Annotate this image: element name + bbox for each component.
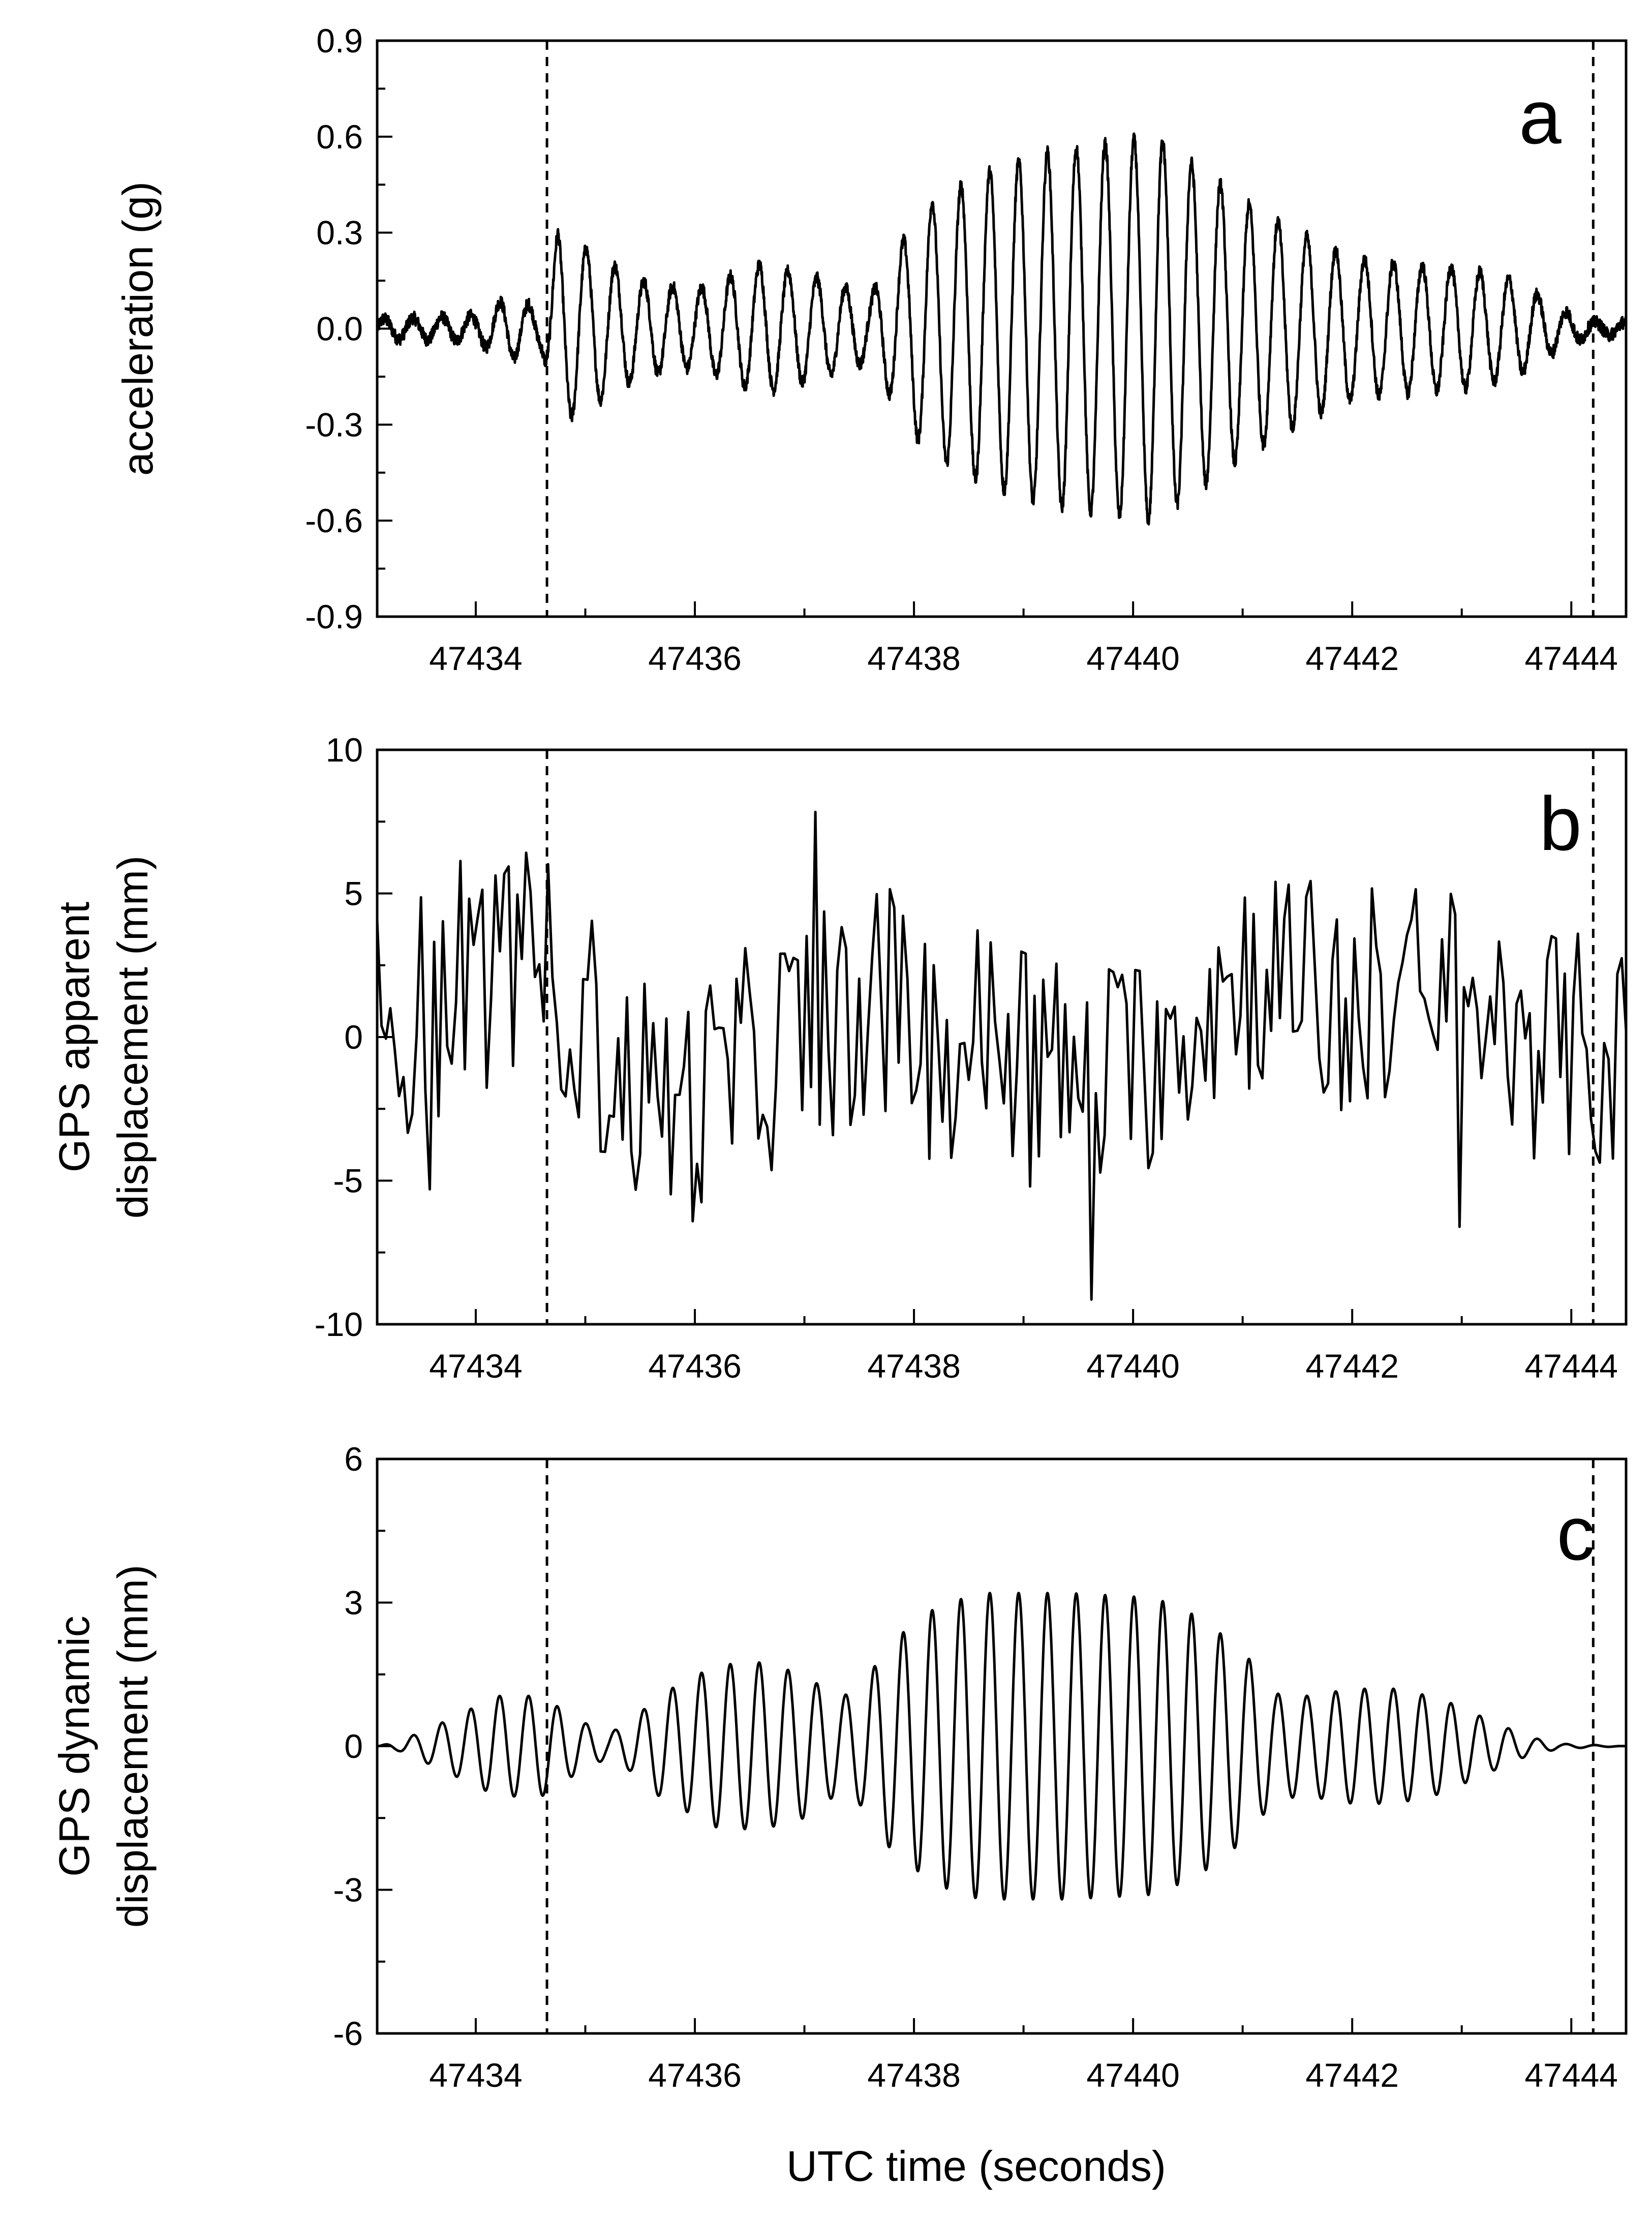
panel-b: 10 5 0 -5 -10 47434 47436 47438 47440 47442 47444 G… [50, 731, 1628, 1385]
x-tick-label: 47444 [1524, 1347, 1618, 1385]
y-axis-title: displacement (mm) [109, 1565, 157, 1928]
y-tick-label: 0.6 [316, 118, 363, 156]
y-tick-label: -0.6 [305, 502, 363, 539]
signal-line-gps-apparent-displacement [377, 810, 1626, 1301]
x-axis-title: UTC time (seconds) [786, 2142, 1166, 2190]
panel-letter-c: c [1557, 1490, 1595, 1576]
x-tick-label: 47434 [429, 2056, 523, 2094]
x-tick-label: 47438 [867, 640, 961, 677]
signal-line-gps-dynamic-displacement [377, 1592, 1626, 1901]
x-tick-label: 47442 [1305, 640, 1399, 677]
x-tick-label: 47444 [1524, 640, 1618, 677]
x-tick-label: 47442 [1305, 1347, 1399, 1385]
panel-letter-b: b [1539, 781, 1581, 866]
y-tick-label: 6 [344, 1440, 363, 1478]
y-tick-label: -3 [333, 1871, 363, 1909]
y-axis-title: GPS apparent [50, 902, 98, 1172]
y-axis-title: GPS dynamic [50, 1616, 98, 1877]
panel-letter-a: a [1519, 74, 1562, 160]
x-tick-label: 47440 [1086, 640, 1180, 677]
x-tick-label: 47436 [648, 640, 742, 677]
y-axis-title: displacement (mm) [109, 856, 157, 1219]
x-tick-label: 47440 [1086, 2056, 1180, 2094]
panel-c: 6 3 0 -3 -6 47434 47436 47438 47440 47442 47444 GPS… [50, 1440, 1628, 2190]
y-tick-label: 0 [344, 1018, 363, 1056]
y-tick-label: 0.9 [316, 22, 363, 59]
x-tick-label: 47444 [1524, 2056, 1618, 2094]
y-tick-label: 5 [344, 875, 363, 912]
x-tick-label: 47436 [648, 1347, 742, 1385]
panel-letters: a b c [1519, 74, 1595, 1576]
x-tick-label: 47440 [1086, 1347, 1180, 1385]
x-tick-label: 47438 [867, 2056, 961, 2094]
x-tick-label: 47436 [648, 2056, 742, 2094]
y-axis-title: acceleration (g) [114, 181, 162, 476]
y-tick-label: 3 [344, 1584, 363, 1622]
x-tick-label: 47438 [867, 1347, 961, 1385]
x-tick-label: 47442 [1305, 2056, 1399, 2094]
x-tick-label: 47434 [429, 640, 523, 677]
y-tick-label: 10 [326, 731, 363, 769]
y-tick-label: 0.3 [316, 214, 363, 252]
y-tick-label: -0.3 [305, 406, 363, 443]
x-tick-label: 47434 [429, 1347, 523, 1385]
y-tick-label: 0 [344, 1727, 363, 1765]
signal-line-acceleration [377, 132, 1626, 526]
y-tick-label: -10 [315, 1305, 363, 1343]
y-tick-label: -0.9 [305, 598, 363, 635]
panel-a: 0.9 0.6 0.3 0.0 -0.3 -0.6 -0.9 47434 47436 47438 4… [114, 22, 1628, 677]
y-tick-label: -6 [333, 2015, 363, 2052]
y-tick-label: 0.0 [316, 310, 363, 348]
y-tick-label: -5 [333, 1162, 363, 1200]
